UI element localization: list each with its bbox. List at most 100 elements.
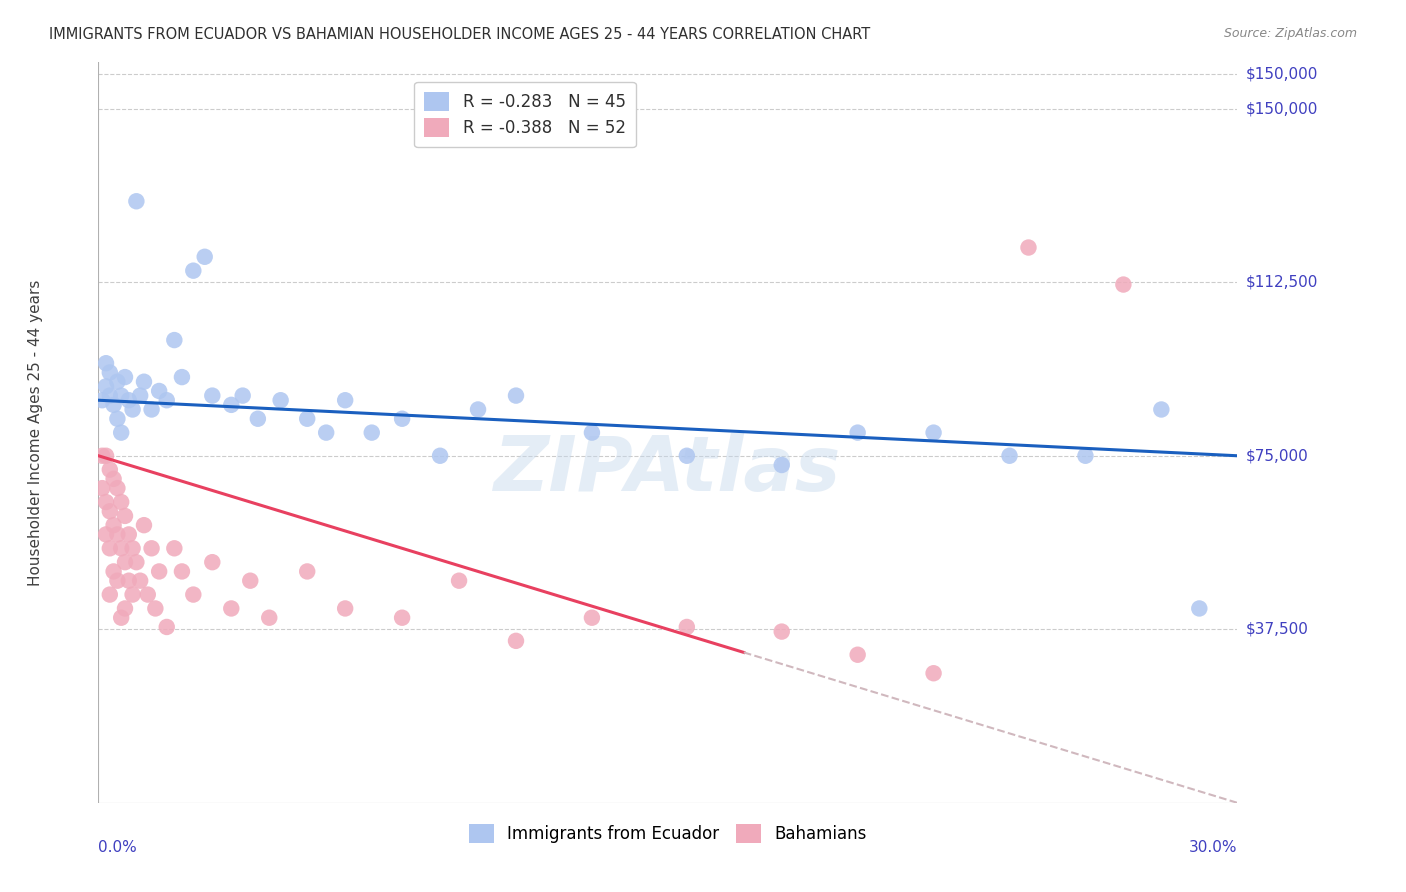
Point xyxy=(360,425,382,440)
Point xyxy=(107,411,129,425)
Text: ZIPAtlas: ZIPAtlas xyxy=(494,433,842,507)
Point xyxy=(467,402,489,417)
Point xyxy=(429,449,451,463)
Point xyxy=(145,601,167,615)
Point xyxy=(98,541,121,556)
Point xyxy=(129,574,152,588)
Point xyxy=(297,565,319,579)
Point xyxy=(91,481,114,495)
Point xyxy=(335,601,357,615)
Text: $75,000: $75,000 xyxy=(1246,449,1309,463)
Point xyxy=(103,398,125,412)
Point xyxy=(201,555,224,569)
Point xyxy=(156,393,179,408)
Point xyxy=(1074,449,1097,463)
Point xyxy=(91,393,114,408)
Point xyxy=(136,588,159,602)
Text: Householder Income Ages 25 - 44 years: Householder Income Ages 25 - 44 years xyxy=(28,279,44,586)
Point xyxy=(107,527,129,541)
Point xyxy=(505,633,527,648)
Point xyxy=(110,388,132,402)
Point xyxy=(239,574,262,588)
Point xyxy=(125,555,148,569)
Point xyxy=(1112,277,1135,292)
Legend: Immigrants from Ecuador, Bahamians: Immigrants from Ecuador, Bahamians xyxy=(463,817,873,850)
Point xyxy=(94,356,117,370)
Point xyxy=(391,411,413,425)
Point xyxy=(110,495,132,509)
Point xyxy=(581,610,603,624)
Point xyxy=(129,388,152,402)
Point xyxy=(922,425,945,440)
Point xyxy=(132,375,155,389)
Point xyxy=(246,411,269,425)
Point xyxy=(98,588,121,602)
Point xyxy=(110,541,132,556)
Point xyxy=(315,425,337,440)
Point xyxy=(107,574,129,588)
Point xyxy=(98,462,121,476)
Point xyxy=(98,366,121,380)
Point xyxy=(121,588,143,602)
Point xyxy=(232,388,254,402)
Point xyxy=(118,527,141,541)
Text: Source: ZipAtlas.com: Source: ZipAtlas.com xyxy=(1223,27,1357,40)
Point xyxy=(156,620,179,634)
Point xyxy=(183,588,205,602)
Point xyxy=(103,472,125,486)
Point xyxy=(91,449,114,463)
Point xyxy=(107,481,129,495)
Point xyxy=(505,388,527,402)
Point xyxy=(132,518,155,533)
Text: 30.0%: 30.0% xyxy=(1189,840,1237,855)
Point xyxy=(1188,601,1211,615)
Point xyxy=(770,624,793,639)
Point xyxy=(110,610,132,624)
Point xyxy=(297,411,319,425)
Point xyxy=(94,379,117,393)
Point xyxy=(94,527,117,541)
Text: IMMIGRANTS FROM ECUADOR VS BAHAMIAN HOUSEHOLDER INCOME AGES 25 - 44 YEARS CORREL: IMMIGRANTS FROM ECUADOR VS BAHAMIAN HOUS… xyxy=(49,27,870,42)
Point xyxy=(118,393,141,408)
Point xyxy=(770,458,793,472)
Point xyxy=(141,402,163,417)
Point xyxy=(94,449,117,463)
Point xyxy=(163,541,186,556)
Point xyxy=(103,565,125,579)
Point xyxy=(103,518,125,533)
Point xyxy=(107,375,129,389)
Point xyxy=(114,601,136,615)
Point xyxy=(676,620,699,634)
Point xyxy=(114,370,136,384)
Point xyxy=(170,565,193,579)
Point xyxy=(121,541,143,556)
Point xyxy=(114,555,136,569)
Point xyxy=(922,666,945,681)
Point xyxy=(170,370,193,384)
Point xyxy=(846,648,869,662)
Point xyxy=(335,393,357,408)
Point xyxy=(114,508,136,523)
Point xyxy=(998,449,1021,463)
Point xyxy=(259,610,281,624)
Point xyxy=(148,565,170,579)
Text: $150,000: $150,000 xyxy=(1246,101,1317,116)
Point xyxy=(148,384,170,398)
Point xyxy=(183,263,205,277)
Point xyxy=(221,601,243,615)
Point xyxy=(118,574,141,588)
Point xyxy=(1150,402,1173,417)
Point xyxy=(846,425,869,440)
Point xyxy=(676,449,699,463)
Point xyxy=(141,541,163,556)
Point xyxy=(201,388,224,402)
Text: $37,500: $37,500 xyxy=(1246,622,1309,637)
Text: $150,000: $150,000 xyxy=(1246,67,1317,81)
Point xyxy=(125,194,148,209)
Point xyxy=(449,574,471,588)
Point xyxy=(110,425,132,440)
Point xyxy=(98,388,121,402)
Point xyxy=(391,610,413,624)
Point xyxy=(221,398,243,412)
Point xyxy=(94,495,117,509)
